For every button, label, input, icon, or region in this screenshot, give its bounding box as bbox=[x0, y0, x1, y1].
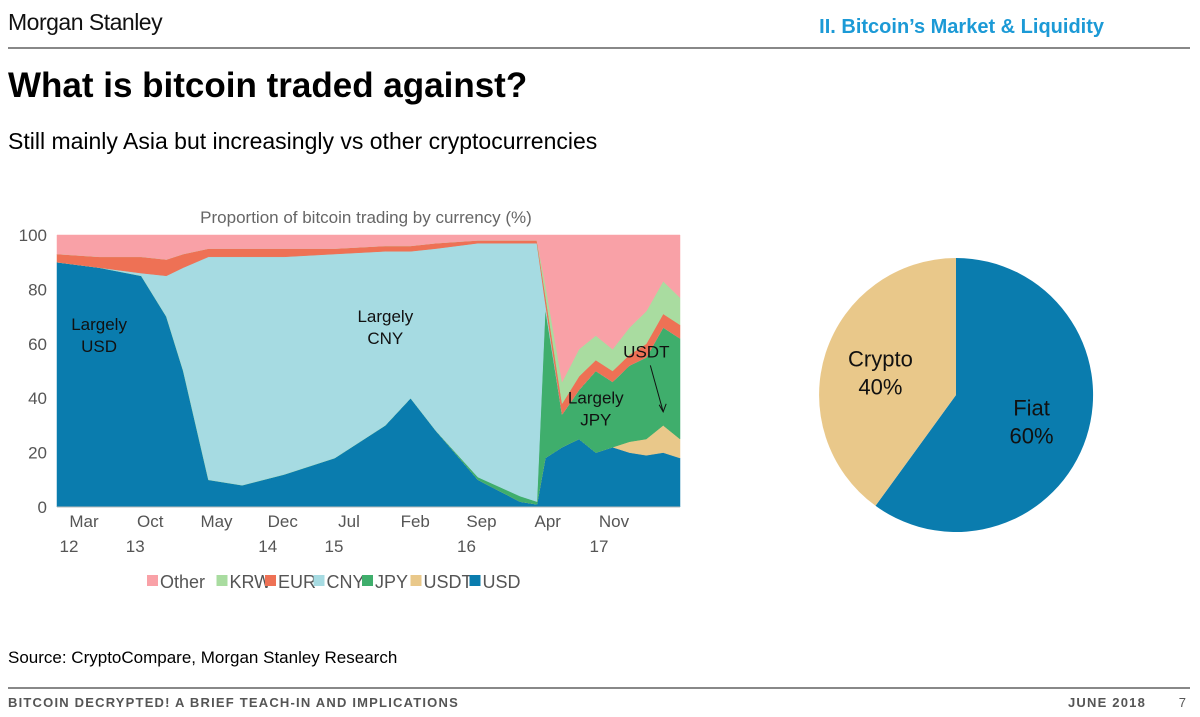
x-tick-label: May bbox=[200, 512, 233, 531]
annotation-layer: Largely USD Largely CNY Largely JPY USDT bbox=[71, 307, 669, 430]
footer-report-title: BITCOIN DECRYPTED! A BRIEF TEACH-IN AND … bbox=[8, 695, 459, 710]
annotation-arrow bbox=[649, 365, 664, 412]
chart-legend: Other KRW EUR CNY JPY USDT USD bbox=[147, 572, 521, 592]
legend-label-usd: USD bbox=[483, 572, 521, 592]
annotation-label: USDT bbox=[623, 342, 669, 361]
annotation-label: Largely bbox=[71, 315, 127, 334]
x-tick-label: Oct bbox=[137, 512, 164, 531]
source-note: Source: CryptoCompare, Morgan Stanley Re… bbox=[8, 648, 398, 667]
page-number: 7 bbox=[1178, 695, 1186, 710]
x-tick-label: Jul bbox=[338, 512, 360, 531]
legend-swatch-usdt bbox=[410, 575, 422, 586]
legend-label-eur: EUR bbox=[278, 572, 316, 592]
legend-swatch-cny bbox=[313, 575, 325, 586]
y-tick-label: 60 bbox=[28, 335, 47, 354]
x-tick-year-label: 12 bbox=[60, 537, 79, 556]
legend-swatch-other bbox=[147, 575, 158, 586]
x-tick-year-label: 16 bbox=[457, 537, 476, 556]
section-title: II. Bitcoin’s Market & Liquidity bbox=[819, 16, 1104, 38]
annotation-label: CNY bbox=[367, 329, 403, 348]
header-divider bbox=[8, 47, 1190, 49]
slide-title: What is bitcoin traded against? bbox=[8, 66, 528, 105]
legend-swatch-krw bbox=[216, 575, 228, 586]
x-tick-year-label: 17 bbox=[590, 537, 609, 556]
legend-swatch-eur bbox=[265, 575, 276, 586]
annotation-label: JPY bbox=[580, 411, 611, 430]
pie-label-crypto: Crypto bbox=[848, 346, 913, 371]
legend-swatch-jpy bbox=[362, 575, 373, 586]
pie-slice-crypto bbox=[819, 258, 956, 506]
pie-value-crypto: 40% bbox=[858, 374, 902, 399]
area-layer bbox=[56, 234, 681, 508]
x-tick-year-label: 14 bbox=[258, 537, 277, 556]
pie-value-fiat: 60% bbox=[1010, 424, 1054, 449]
x-tick-year-label: 15 bbox=[325, 537, 344, 556]
x-tick-label: Mar bbox=[69, 512, 99, 531]
x-tick-label: Sep bbox=[466, 512, 496, 531]
legend-label-other: Other bbox=[160, 572, 205, 592]
y-tick-label: 20 bbox=[28, 444, 47, 463]
chart-title: Proportion of bitcoin trading by currenc… bbox=[200, 208, 532, 227]
legend-label-usdt: USDT bbox=[424, 572, 473, 592]
y-tick-label: 0 bbox=[38, 498, 47, 517]
footer-date: JUNE 2018 bbox=[1067, 695, 1146, 710]
y-tick-label: 40 bbox=[28, 389, 47, 408]
pie-slice-fiat bbox=[875, 257, 1094, 532]
arrow-head bbox=[658, 403, 667, 413]
y-tick-label: 100 bbox=[19, 226, 47, 245]
legend-label-jpy: JPY bbox=[375, 572, 408, 592]
legend-label-krw: KRW bbox=[230, 572, 272, 592]
pie-label-fiat: Fiat bbox=[1013, 396, 1050, 421]
annotation-label: Largely bbox=[357, 307, 413, 326]
legend-label-cny: CNY bbox=[327, 572, 365, 592]
axis-layer: 0 20 40 60 80 100 Mar 12 Oct 13 May Dec 14 Jul 15 Feb Se… bbox=[19, 226, 680, 556]
x-tick-label: Dec bbox=[268, 512, 299, 531]
footer-divider bbox=[8, 687, 1190, 689]
x-tick-label: Nov bbox=[599, 512, 630, 531]
x-tick-label: Apr bbox=[535, 512, 562, 531]
annotation-label: Largely bbox=[568, 389, 624, 408]
y-tick-label: 80 bbox=[28, 280, 47, 299]
x-tick-year-label: 13 bbox=[126, 537, 145, 556]
series-area-other bbox=[56, 234, 681, 383]
pie-layer: Fiat 60% Crypto 40% bbox=[819, 257, 1094, 532]
x-tick-label: Feb bbox=[401, 512, 430, 531]
morgan-stanley-logo: Morgan Stanley bbox=[8, 9, 163, 35]
annotation-label: USD bbox=[81, 337, 117, 356]
legend-swatch-usd bbox=[469, 575, 481, 586]
slide-subtitle: Still mainly Asia but increasingly vs ot… bbox=[8, 128, 598, 154]
